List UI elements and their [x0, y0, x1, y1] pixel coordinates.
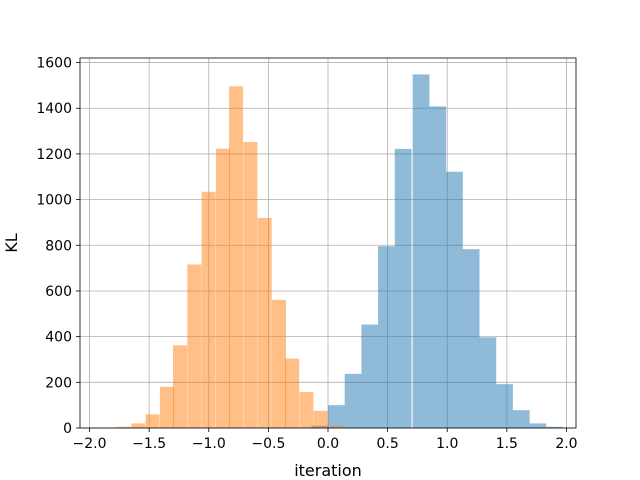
histogram-bar: [429, 106, 447, 429]
histogram-bar: [479, 337, 497, 428]
histogram-bar: [496, 384, 513, 428]
histogram-bar: [512, 410, 530, 428]
histogram-series-1: [311, 74, 563, 429]
x-axis-label: iteration: [294, 461, 362, 480]
histogram-bar: [159, 386, 174, 428]
histogram-bar: [328, 426, 343, 428]
y-tick-label: 1600: [36, 56, 72, 72]
y-tick-label: 600: [45, 284, 72, 300]
histogram-bar: [243, 142, 258, 428]
histogram-bar: [173, 345, 188, 428]
histogram-bar: [116, 426, 131, 428]
histogram-bar: [378, 246, 395, 428]
histogram-series-2: [103, 86, 343, 428]
histogram-bar: [187, 264, 202, 428]
y-tick-label: 1000: [36, 193, 72, 209]
histogram-bar: [344, 373, 362, 428]
x-tick-label: 0.5: [376, 436, 398, 452]
histogram-bar: [529, 423, 547, 428]
histogram-bar: [313, 410, 328, 428]
grid-lines: [80, 58, 576, 429]
y-axis-ticks: 0 200 400 600 800 1000 1200 1400 1600: [36, 56, 80, 437]
y-tick-label: 200: [45, 375, 72, 391]
histogram-bar: [257, 217, 272, 428]
x-tick-label: −1.5: [132, 436, 166, 452]
histogram-bar: [299, 391, 314, 428]
x-tick-label: 1.0: [436, 436, 458, 452]
x-tick-label: −2.0: [73, 436, 107, 452]
y-tick-label: 800: [45, 238, 72, 254]
histogram-bar: [394, 148, 412, 428]
y-tick-label: 1400: [36, 101, 72, 117]
x-tick-label: 2.0: [555, 436, 577, 452]
histogram-bar: [215, 148, 230, 428]
histogram-bar: [462, 249, 480, 428]
histogram-bar: [328, 405, 345, 428]
histogram-bar: [145, 414, 160, 428]
y-tick-label: 400: [45, 330, 72, 346]
histogram-bar: [271, 299, 286, 428]
x-axis-ticks: −2.0 −1.5 −1.0 −0.5 0.0 0.5 1.0 1.5 2.0: [73, 428, 578, 452]
x-tick-label: −0.5: [251, 436, 285, 452]
y-tick-label: 0: [63, 421, 72, 437]
x-tick-label: 0.0: [317, 436, 339, 452]
histogram-bar: [546, 426, 563, 428]
histogram-bar: [229, 86, 244, 428]
histogram-bar: [131, 423, 146, 428]
histogram-bars: [103, 74, 563, 429]
histogram-bar: [412, 74, 430, 428]
histogram-bar: [361, 324, 379, 428]
histogram-bar: [201, 191, 216, 428]
x-tick-label: 1.5: [496, 436, 518, 452]
y-axis-label: KL: [2, 233, 21, 252]
y-tick-label: 1200: [36, 147, 72, 163]
histogram-bar: [285, 358, 300, 428]
x-tick-label: −1.0: [192, 436, 226, 452]
histogram-bar: [446, 171, 463, 429]
